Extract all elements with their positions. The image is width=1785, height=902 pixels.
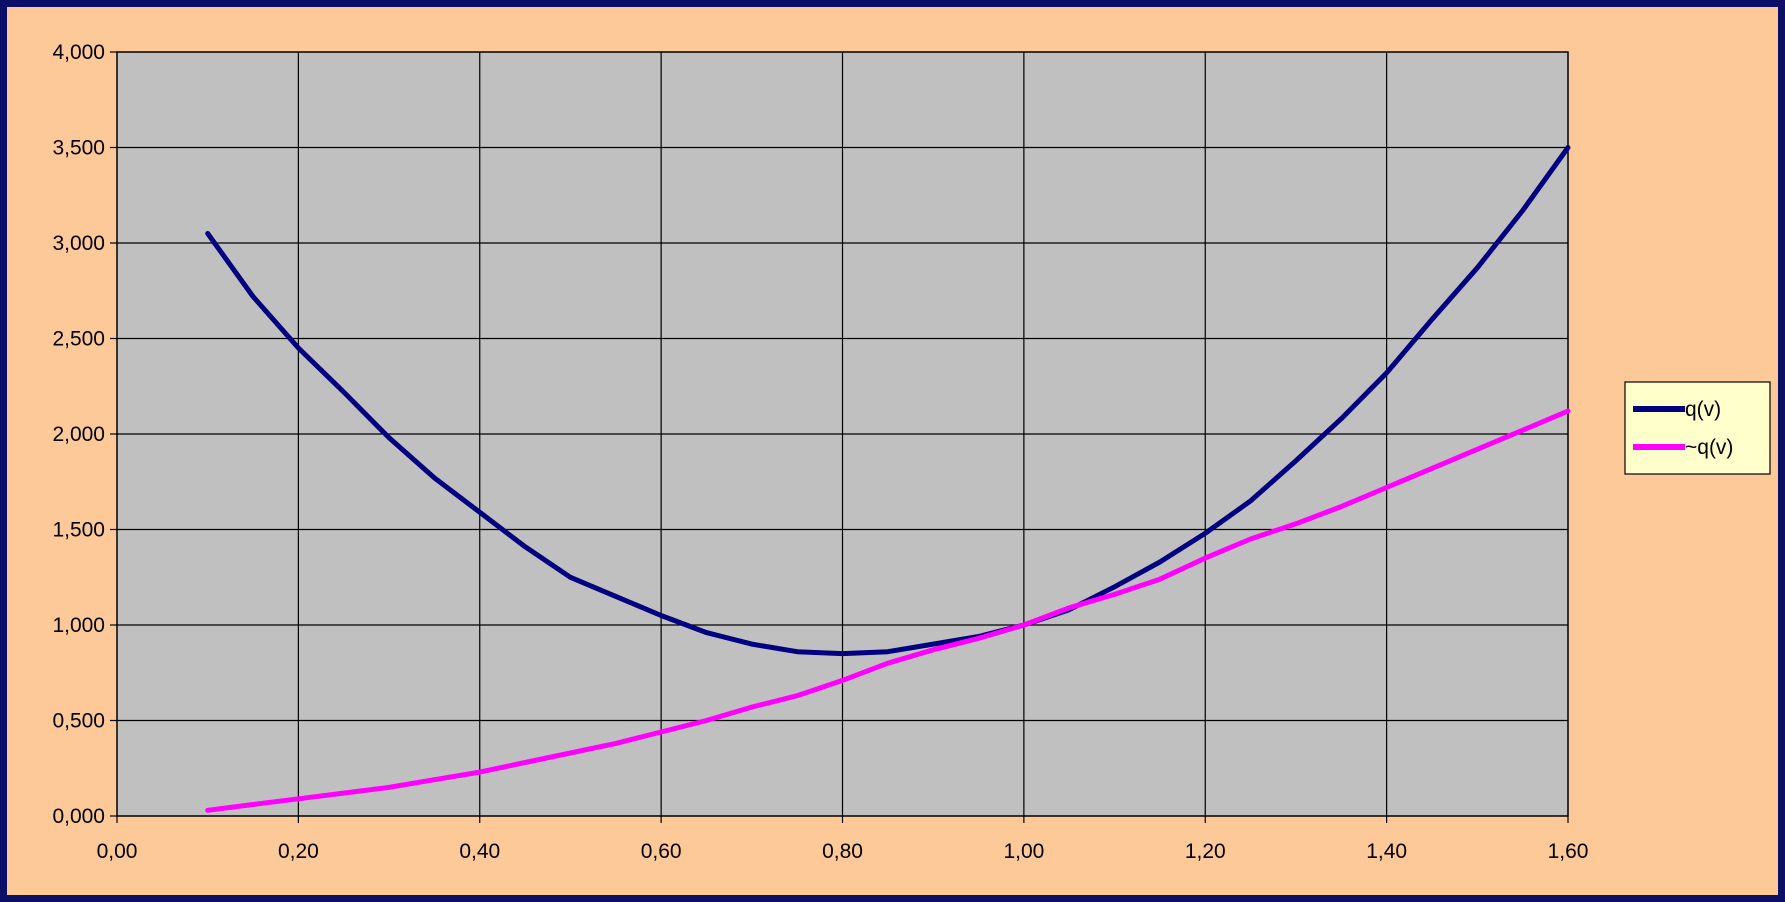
- x-tick-label: 1,20: [1185, 840, 1226, 863]
- x-tick-label: 1,00: [1003, 840, 1044, 863]
- x-tick-label: 1,40: [1366, 840, 1407, 863]
- series-line-2: [205, 408, 1571, 813]
- legend-box: [1624, 381, 1771, 475]
- y-tick-label: 4,000: [52, 41, 105, 64]
- y-tick-label: 0,000: [52, 805, 105, 828]
- legend: q(v) ~q(v): [1624, 381, 1771, 475]
- x-tick-label: 0,60: [641, 840, 682, 863]
- y-tick-label: 1,500: [52, 519, 105, 542]
- series-line-1: [205, 145, 1571, 657]
- y-tick-label: 0,500: [52, 710, 105, 733]
- x-tick-label: 0,80: [822, 840, 863, 863]
- axes: 0,00 0,20 0,40 0,60 0,80 1,00 1,20 1,40 1,60 0,00…: [52, 41, 1588, 863]
- chart-frame: 0,00 0,20 0,40 0,60 0,80 1,00 1,20 1,40 1,60 0,00…: [7, 7, 1778, 895]
- x-tick-label: 1,60: [1548, 840, 1589, 863]
- y-tick-label: 1,000: [52, 614, 105, 637]
- line-chart: 0,00 0,20 0,40 0,60 0,80 1,00 1,20 1,40 1,60 0,00…: [52, 41, 1771, 863]
- y-tick-label: 3,500: [52, 137, 105, 160]
- y-tick-label: 2,500: [52, 328, 105, 351]
- legend-label: q(v): [1685, 398, 1721, 421]
- grid-lines: [117, 52, 1568, 816]
- series-lines: [205, 145, 1571, 813]
- legend-label: ~q(v): [1685, 436, 1733, 459]
- y-tick-label: 2,000: [52, 423, 105, 446]
- x-tick-label: 0,20: [278, 840, 319, 863]
- y-tick-label: 3,000: [52, 232, 105, 255]
- x-tick-label: 0,40: [459, 840, 500, 863]
- x-tick-label: 0,00: [97, 840, 138, 863]
